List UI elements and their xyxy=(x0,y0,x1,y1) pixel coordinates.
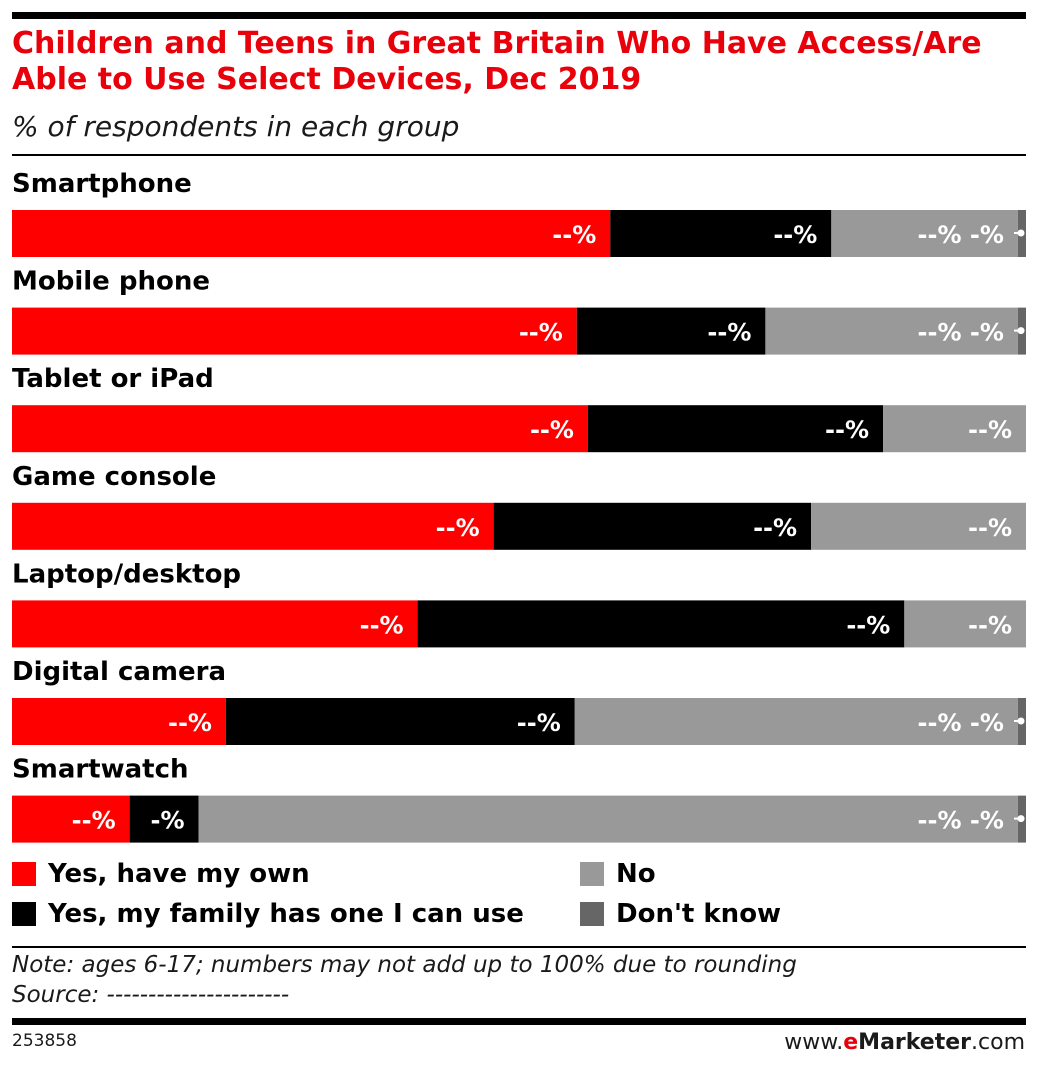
bar-tablet-or-ipad-series-1 xyxy=(587,405,884,453)
bar-game-console-series-0 xyxy=(12,502,494,550)
data-label-laptop-desktop-series-1: --% xyxy=(846,611,890,639)
bar-game-console-series-2 xyxy=(811,502,1026,550)
dont-know-marker-mobile-phone xyxy=(1017,327,1025,335)
data-label-smartphone-series-0: --% xyxy=(552,221,596,249)
category-label-tablet-or-ipad: Tablet or iPad xyxy=(12,364,214,394)
data-label-tablet-or-ipad-series-0: --% xyxy=(530,416,574,444)
category-label-mobile-phone: Mobile phone xyxy=(12,267,210,297)
data-label-smartwatch-series-1: -% xyxy=(151,807,185,835)
category-label-smartwatch: Smartwatch xyxy=(12,755,189,785)
data-label-tablet-or-ipad-series-1: --% xyxy=(825,416,869,444)
data-label-mobile-phone-series-2: --% -% xyxy=(918,319,1004,347)
brand-prefix: www. xyxy=(784,1030,844,1055)
legend-label-no: No xyxy=(616,859,656,889)
footer-divider xyxy=(12,946,1026,948)
bar-digital-camera-series-0 xyxy=(12,698,226,745)
data-label-digital-camera-series-1: --% xyxy=(517,709,561,737)
bar-mobile-phone-series-0 xyxy=(12,307,577,355)
data-label-laptop-desktop-series-2: --% xyxy=(968,611,1012,639)
legend-label-own: Yes, have my own xyxy=(48,859,310,889)
data-label-game-console-series-1: --% xyxy=(753,514,797,542)
category-label-game-console: Game console xyxy=(12,462,216,492)
legend-swatch-family xyxy=(12,902,36,926)
bar-laptop-desktop-series-0 xyxy=(12,600,418,648)
legend-swatch-dont-know xyxy=(580,902,604,926)
dont-know-marker-smartwatch xyxy=(1017,815,1025,823)
brand-suffix: .com xyxy=(971,1030,1025,1055)
dont-know-marker-smartphone xyxy=(1017,229,1025,237)
bar-smartphone-series-1 xyxy=(610,210,832,257)
note-text: Note: ages 6-17; numbers may not add up … xyxy=(12,952,797,978)
chart-id: 253858 xyxy=(12,1031,77,1051)
data-label-laptop-desktop-series-0: --% xyxy=(360,611,404,639)
stacked-bar-chart: Smartphone --% --% --% -% Mobile phone --% --%… xyxy=(12,169,1026,843)
data-label-digital-camera-series-0: --% xyxy=(168,709,212,737)
category-label-smartphone: Smartphone xyxy=(12,169,192,199)
header-divider xyxy=(12,154,1026,156)
bar-smartphone-series-0 xyxy=(12,210,611,257)
chart-title: Children and Teens in Great Britain Who … xyxy=(12,26,982,97)
bar-mobile-phone-series-2 xyxy=(765,307,1018,355)
bar-laptop-desktop-series-2 xyxy=(904,600,1026,648)
data-label-mobile-phone-series-0: --% xyxy=(519,319,563,347)
brand-name: Marketer xyxy=(858,1030,972,1055)
bar-smartwatch-series-2 xyxy=(198,795,1018,843)
data-label-tablet-or-ipad-series-2: --% xyxy=(968,416,1012,444)
emarketer-logo: www.eMarketer.com xyxy=(784,1030,1025,1055)
footnote: Note: ages 6-17; numbers may not add up … xyxy=(12,950,1022,1010)
bar-laptop-desktop-series-1 xyxy=(417,600,905,648)
bar-smartwatch-series-1 xyxy=(129,795,199,843)
data-label-smartphone-series-1: --% xyxy=(773,221,817,249)
category-label-laptop-desktop: Laptop/desktop xyxy=(12,559,241,589)
data-label-digital-camera-series-2: --% -% xyxy=(918,709,1004,737)
category-label-digital-camera: Digital camera xyxy=(12,657,226,687)
legend-swatch-own xyxy=(12,862,36,886)
data-label-smartwatch-series-0: --% xyxy=(72,807,116,835)
bar-digital-camera-series-1 xyxy=(225,698,575,745)
bar-smartwatch-series-0 xyxy=(12,795,130,843)
chart-subtitle: % of respondents in each group xyxy=(12,110,460,143)
bar-tablet-or-ipad-series-2 xyxy=(883,405,1026,453)
top-rule xyxy=(12,12,1026,19)
legend-label-family: Yes, my family has one I can use xyxy=(48,899,524,929)
bar-tablet-or-ipad-series-0 xyxy=(12,405,588,453)
brand-e: e xyxy=(843,1030,859,1055)
bar-mobile-phone-series-1 xyxy=(576,307,766,355)
legend-swatch-no xyxy=(580,862,604,886)
data-label-game-console-series-0: --% xyxy=(436,514,480,542)
legend-label-dont-know: Don't know xyxy=(616,899,782,929)
bar-digital-camera-series-2 xyxy=(574,698,1018,745)
bar-smartphone-series-2 xyxy=(831,210,1018,257)
data-label-mobile-phone-series-1: --% xyxy=(707,319,751,347)
data-label-game-console-series-2: --% xyxy=(968,514,1012,542)
source-text: Source: ---------------------- xyxy=(12,982,290,1008)
dont-know-marker-digital-camera xyxy=(1017,717,1025,725)
bar-game-console-series-1 xyxy=(493,502,812,550)
data-label-smartphone-series-2: --% -% xyxy=(918,221,1004,249)
bottom-rule xyxy=(12,1018,1026,1025)
data-label-smartwatch-series-2: --% -% xyxy=(918,807,1004,835)
